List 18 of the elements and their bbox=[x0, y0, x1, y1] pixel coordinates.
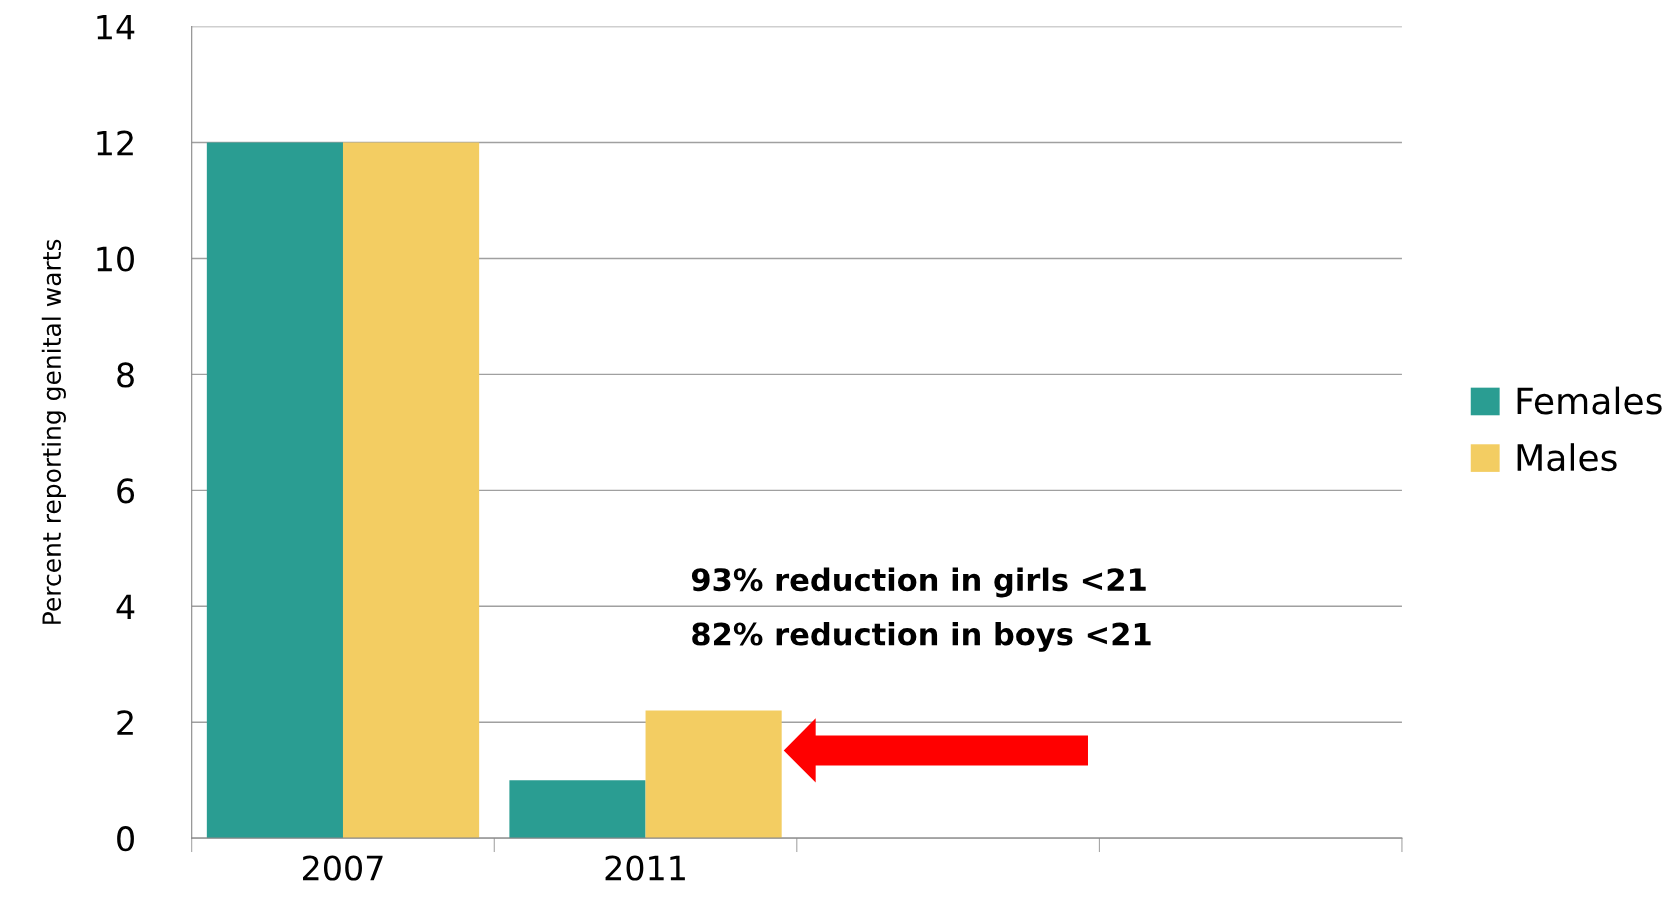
bar bbox=[206, 142, 343, 839]
y-tick-label: 14 bbox=[97, 14, 135, 40]
y-tick-label: 4 bbox=[116, 594, 135, 619]
y-tick-label: 0 bbox=[117, 826, 134, 852]
x-tick-label: 2011 bbox=[605, 855, 685, 881]
y-tick-label: 2 bbox=[117, 710, 133, 735]
legend-label: Males bbox=[1517, 443, 1617, 472]
y-tick-label: 8 bbox=[117, 362, 134, 388]
x-tick-label: 2007 bbox=[303, 855, 383, 881]
y-axis-title: Percent reporting genital warts bbox=[41, 239, 66, 624]
annotation: 82% reduction in boys <21 bbox=[692, 621, 1151, 652]
bar bbox=[509, 780, 646, 839]
legend-label: Females bbox=[1517, 386, 1662, 415]
annotation: 93% reduction in girls <21 bbox=[691, 567, 1146, 598]
y-tick-label: 10 bbox=[97, 246, 134, 272]
y-tick-label: 12 bbox=[97, 130, 133, 156]
bar bbox=[342, 142, 480, 839]
y-tick-label: 6 bbox=[117, 478, 135, 504]
